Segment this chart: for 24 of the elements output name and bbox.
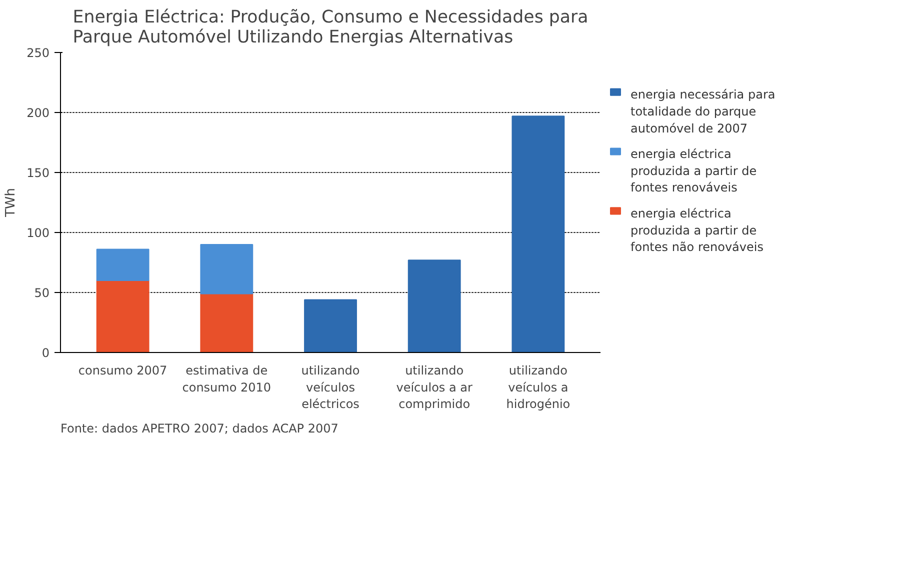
- y-tick-label: 0: [42, 346, 50, 360]
- chart-title: Energia Eléctrica: Produção, Consumo e Necessidades para Parque Automóvel Utilizando Energias Alternativas: [72, 8, 588, 48]
- y-tick-label: 200: [26, 106, 50, 120]
- legend-label: energia necessária para totalidade do parque automóvel de 2007: [630, 88, 776, 136]
- bar: [408, 260, 461, 352]
- legend-label: energia eléctrica produzida a partir de fontes renováveis: [630, 147, 757, 195]
- x-tick-label: consumo 2007: [78, 364, 168, 378]
- x-tick-label: utilizando veículos a ar comprimido: [396, 364, 473, 412]
- bar: [304, 299, 357, 352]
- bar: [96, 280, 150, 352]
- y-tick-label: 100: [26, 226, 50, 240]
- legend-label: energia eléctrica produzida a partir de fontes não renováveis: [630, 206, 764, 254]
- bar: [200, 244, 254, 294]
- y-tick-label: 250: [26, 46, 50, 60]
- y-tick-label: 150: [26, 166, 50, 180]
- bar: [200, 293, 254, 352]
- x-tick-label: utilizando veículos eléctricos: [301, 364, 360, 412]
- x-tick-label: estimativa de consumo 2010: [182, 364, 272, 394]
- y-tick-label: 50: [34, 286, 50, 300]
- bar: [512, 116, 565, 352]
- source-note: Fonte: dados APETRO 2007; dados ACAP 2007: [60, 422, 338, 436]
- x-tick-label: utilizando veículos a hidrogénio: [506, 364, 570, 412]
- bar: [96, 248, 150, 281]
- y-axis-title: TWh: [4, 188, 19, 218]
